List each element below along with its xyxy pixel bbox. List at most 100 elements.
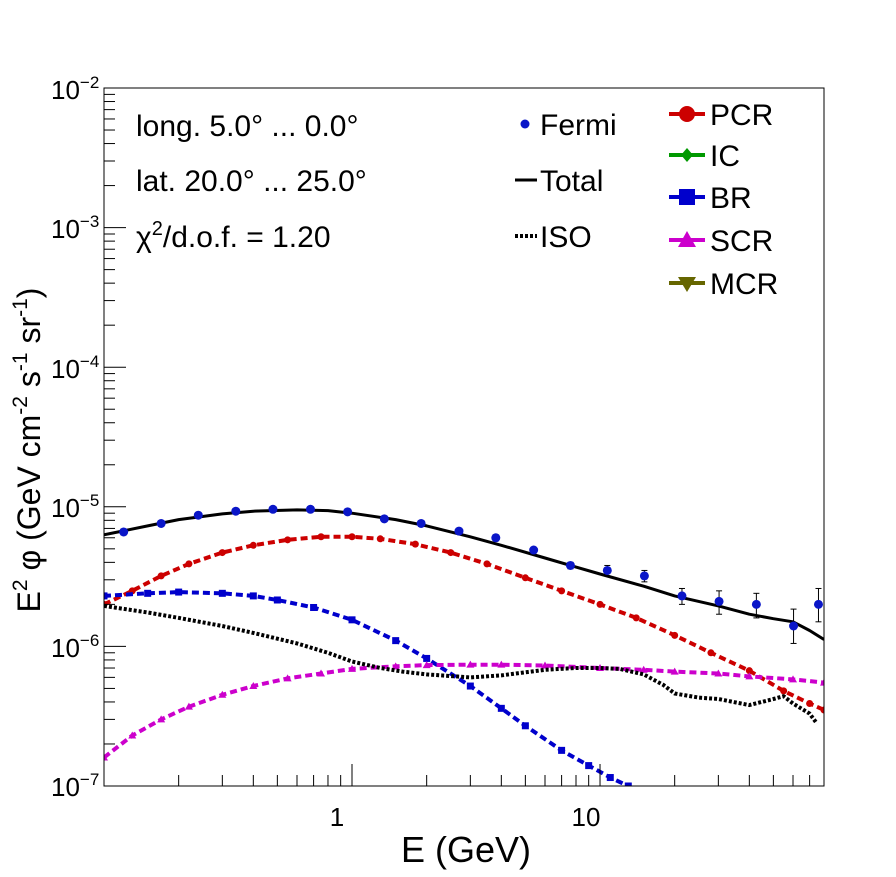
fermi-point [268, 504, 278, 514]
scr-marker [541, 661, 550, 669]
fermi-point [119, 527, 129, 537]
pcr-curve [104, 534, 824, 712]
scr-marker [283, 674, 292, 682]
br-marker [558, 746, 566, 754]
br-marker [624, 782, 632, 786]
fermi-point [789, 621, 799, 631]
pcr-marker [157, 572, 165, 580]
pcr-marker [249, 541, 257, 549]
scr-marker [466, 660, 475, 668]
fermi-point [751, 599, 761, 609]
scr-marker [714, 669, 723, 677]
pcr-marker [411, 540, 419, 548]
legend-ic-marker [681, 148, 693, 162]
fermi-point [639, 571, 649, 581]
pcr-marker [558, 587, 566, 595]
legend-fermi-label: Fermi [540, 109, 617, 142]
fermi-point [602, 565, 612, 575]
pcr-marker [707, 649, 715, 657]
scr-marker [391, 662, 400, 670]
y-tick-label-1e-3: 10−3 [51, 212, 99, 244]
y-tick-label-1e-2: 10−2 [51, 73, 99, 105]
legend-scr-marker [678, 231, 696, 247]
scr-marker [218, 690, 227, 698]
total-curve [104, 508, 824, 641]
scr-marker [184, 702, 193, 710]
ticks-layer [103, 87, 825, 787]
legend-br-label: BR [710, 182, 752, 215]
legend-right: PCR IC BR SCR MCR [669, 99, 778, 301]
y-tick-label-1e-5: 10−5 [51, 491, 99, 523]
fermi-point [714, 596, 724, 606]
fermi-point [416, 518, 426, 528]
y-tick-label-1e-6: 10−6 [51, 631, 99, 663]
pcr-marker [348, 533, 356, 541]
br-curve [104, 590, 630, 786]
scr-marker [497, 660, 506, 668]
pcr-marker [632, 614, 640, 622]
br-marker [249, 592, 257, 600]
pcr-marker [671, 631, 679, 639]
br-marker [348, 616, 356, 624]
curves-layer [104, 508, 824, 786]
br-marker [310, 603, 318, 611]
fermi-point [231, 506, 241, 516]
fermi-point [529, 545, 539, 555]
br-marker [585, 762, 593, 770]
pcr-marker [806, 699, 814, 707]
pcr-marker [483, 560, 491, 568]
legend-left: Fermi Total ISO [515, 109, 617, 254]
scr-marker [639, 665, 648, 673]
scr-marker [789, 675, 798, 683]
br-marker [218, 589, 226, 597]
legend-mcr-marker [678, 277, 696, 292]
x-tick-label-1: 1 [330, 802, 344, 832]
annotation-chi2: χ2/d.o.f. = 1.20 [136, 218, 331, 254]
br-marker [273, 596, 281, 604]
scr-curve [104, 662, 824, 760]
scr-marker [157, 715, 166, 723]
plot-frame [103, 87, 825, 787]
br-marker [423, 654, 431, 662]
br-marker [466, 682, 474, 690]
br-marker [104, 592, 108, 600]
pcr-marker [745, 667, 753, 675]
legend-pcr-label: PCR [710, 99, 773, 132]
pcr-marker [218, 549, 226, 557]
fermi-point [379, 514, 389, 524]
scr-marker [128, 731, 137, 739]
fermi-point [305, 504, 315, 514]
pcr-marker [596, 600, 604, 608]
y-tick-label-1e-4: 10−4 [51, 352, 99, 384]
br-marker [392, 637, 400, 645]
br-marker [497, 704, 505, 712]
pcr-marker [780, 687, 788, 695]
scr-marker [670, 667, 679, 675]
scr-marker [317, 669, 326, 677]
legend-ic-label: IC [710, 140, 740, 173]
fermi-point [343, 507, 353, 517]
pcr-marker [521, 574, 529, 582]
legend-fermi-marker [520, 119, 530, 129]
fermi-point [193, 510, 203, 520]
br-marker [521, 722, 529, 730]
fermi-point [491, 533, 501, 543]
y-tick-label-1e-7: 10−7 [51, 770, 99, 802]
legend-mcr-label: MCR [710, 268, 778, 301]
x-tick-label-10: 10 [572, 802, 601, 832]
legend-scr-label: SCR [710, 225, 773, 258]
scr-marker [104, 753, 108, 761]
scr-marker [249, 682, 258, 690]
pcr-marker [284, 536, 292, 544]
fermi-point [156, 518, 166, 528]
scr-marker [820, 678, 824, 686]
annotation-latitude: lat. 20.0° ... 25.0° [136, 165, 367, 198]
legend-iso-label: ISO [540, 221, 592, 254]
br-marker [144, 589, 152, 597]
fermi-points-layer [119, 504, 823, 644]
fermi-point [813, 599, 823, 609]
scr-marker [422, 661, 431, 669]
pcr-marker [317, 533, 325, 541]
